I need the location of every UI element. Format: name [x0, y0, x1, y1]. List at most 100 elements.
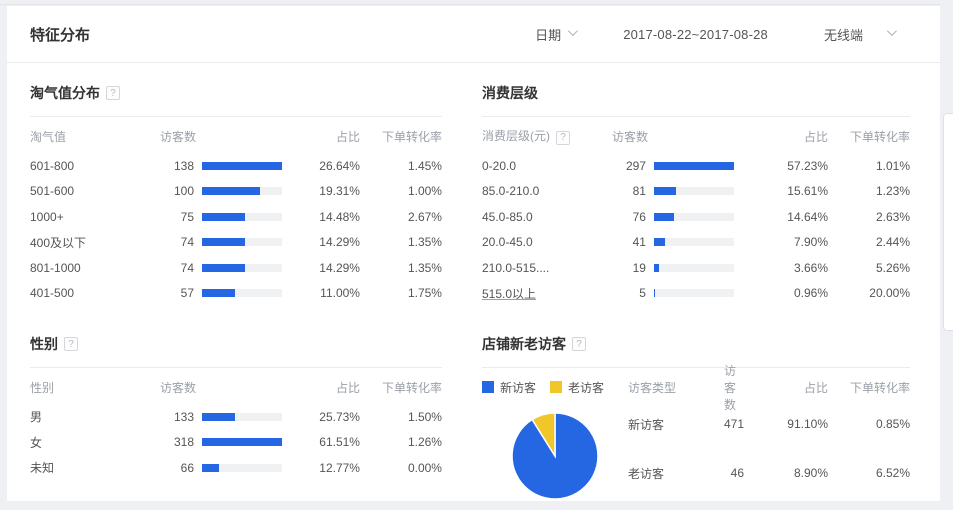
share-value: 26.64% — [319, 158, 360, 173]
visitors-count: 46 — [730, 466, 744, 480]
visitors-count: 297 — [625, 158, 646, 173]
visitors-bar-track — [653, 263, 734, 272]
chevron-down-icon — [568, 26, 579, 37]
share-value: 14.29% — [319, 260, 360, 275]
visitors-cell: 74 — [160, 261, 284, 275]
visitors-count: 57 — [180, 286, 194, 301]
legend-item-old-visitors[interactable]: 老访客 — [549, 379, 604, 396]
pie-slice-老访客[interactable] — [531, 412, 556, 459]
row-label: 601-800 — [30, 158, 75, 173]
col-header-conversion: 下单转化率 — [381, 380, 442, 395]
table-header: 淘气值 访客数 占比 下单转化率 — [30, 119, 442, 153]
share-value: 15.61% — [787, 184, 828, 199]
visitors-bar — [202, 238, 245, 247]
table-row: 女 318 61.51% 1.26% — [30, 430, 442, 456]
visitors-count: 75 — [180, 209, 194, 224]
table-row: 未知 66 12.77% 0.00% — [30, 455, 442, 481]
conversion-value: 2.67% — [407, 209, 442, 224]
share-value: 12.77% — [319, 460, 360, 475]
conversion-value: 2.63% — [875, 209, 910, 224]
terminal-dropdown[interactable]: 无线端 — [824, 25, 897, 44]
visitors-bar — [653, 212, 675, 221]
conversion-value: 0.00% — [407, 460, 442, 475]
legend-swatch-old — [549, 381, 562, 393]
feature-distribution-card: 特征分布 日期 2017-08-22~2017-08-28 无线端 淘气值分布 … — [7, 6, 940, 501]
conversion-value: 20.00% — [869, 286, 910, 301]
header-divider — [7, 62, 940, 63]
row-label: 男 — [30, 410, 43, 425]
row-label: 85.0-210.0 — [481, 184, 540, 199]
col-header-share: 占比 — [335, 129, 360, 144]
table-row: 20.0-45.0 41 7.90% 2.44% — [482, 230, 910, 256]
visitors-bar-track — [653, 289, 734, 298]
row-label: 515.0以上 — [481, 286, 536, 301]
table-body: 男 133 25.73% 1.50% 女 318 61.51% 1.26% 未知 66 12.77%… — [30, 404, 442, 481]
panel-taoqi-value: 淘气值分布 ? 淘气值 访客数 占比 下单转化率 601-800 138 26.64… — [30, 83, 442, 306]
table-body: 601-800 138 26.64% 1.45% 501-600 100 19.31% 1.0… — [30, 153, 442, 306]
col-header-share: 占比 — [803, 380, 828, 395]
col-header-share: 占比 — [803, 129, 828, 144]
chevron-down-icon — [886, 26, 897, 37]
legend-label: 新访客 — [499, 380, 536, 395]
visitors-bar — [202, 161, 282, 170]
table-row: 1000+ 75 14.48% 2.67% — [30, 204, 442, 230]
table-row: 401-500 57 11.00% 1.75% — [30, 281, 442, 307]
col-header-visitors: 访客数 — [160, 380, 197, 395]
share-value: 61.51% — [319, 435, 360, 450]
visitors-cell: 81 — [612, 184, 736, 198]
help-icon[interactable]: ? — [106, 86, 120, 100]
visitors-cell: 41 — [612, 235, 736, 249]
help-icon[interactable]: ? — [571, 337, 586, 351]
card-header: 特征分布 日期 2017-08-22~2017-08-28 无线端 — [7, 6, 940, 62]
share-value: 14.29% — [319, 235, 360, 250]
col-header-share: 占比 — [335, 380, 360, 395]
date-dropdown[interactable]: 日期 — [535, 25, 579, 44]
visitors-count: 74 — [180, 260, 194, 275]
panel-divider — [30, 367, 442, 368]
share-value: 25.73% — [319, 409, 360, 424]
visitors-bar-track — [202, 263, 282, 272]
table-row: 601-800 138 26.64% 1.45% — [30, 153, 442, 179]
legend-label: 老访客 — [567, 380, 604, 395]
share-value: 7.90% — [793, 235, 828, 250]
table-row: 400及以下 74 14.29% 1.35% — [30, 230, 442, 256]
visitors-cell: 318 — [160, 435, 284, 449]
legend-item-new-visitors[interactable]: 新访客 — [481, 379, 536, 396]
col-header-visitors: 访客数 — [160, 129, 197, 144]
panel-title: 性别 — [30, 336, 58, 352]
visitors-count: 41 — [632, 235, 646, 250]
col-header-label: 性别 — [30, 380, 55, 395]
panels-grid: 淘气值分布 ? 淘气值 访客数 占比 下单转化率 601-800 138 26.64… — [7, 63, 940, 502]
help-icon[interactable]: ? — [64, 337, 78, 351]
table-row: 85.0-210.0 81 15.61% 1.23% — [482, 179, 910, 205]
share-value: 0.96% — [793, 286, 828, 301]
table-row: 501-600 100 19.31% 1.00% — [30, 179, 442, 205]
table-row: 45.0-85.0 76 14.64% 2.63% — [482, 204, 910, 230]
visitors-cell: 5 — [612, 286, 736, 300]
visitors-bar-track — [202, 161, 282, 170]
row-label: 20.0-45.0 — [481, 235, 533, 250]
help-icon[interactable]: ? — [555, 130, 570, 145]
visitor-pie-chart[interactable] — [482, 404, 628, 502]
date-range-value[interactable]: 2017-08-22~2017-08-28 — [623, 26, 768, 42]
page-top-divider — [0, 4, 953, 5]
visitors-count: 66 — [180, 460, 194, 475]
row-label: 45.0-85.0 — [481, 209, 533, 224]
visitors-count: 471 — [723, 417, 744, 431]
conversion-value: 1.23% — [875, 184, 910, 199]
visitors-bar-track — [202, 187, 282, 196]
visitors-bar — [202, 463, 219, 472]
col-header-label: 消费层级(元) — [481, 129, 550, 144]
visitors-cell: 75 — [160, 210, 284, 224]
visitors-bar — [653, 161, 734, 170]
share-value: 19.31% — [319, 184, 360, 199]
share-value: 8.90% — [793, 466, 828, 480]
visitors-bar-track — [202, 438, 282, 447]
panel-divider — [481, 367, 910, 368]
visitors-bar — [202, 187, 260, 196]
visitors-bar — [653, 187, 676, 196]
visitors-bar-track — [653, 187, 734, 196]
conversion-value: 1.01% — [875, 158, 910, 173]
floating-sidebar-edge[interactable] — [943, 113, 953, 331]
row-label: 0-20.0 — [481, 158, 516, 173]
